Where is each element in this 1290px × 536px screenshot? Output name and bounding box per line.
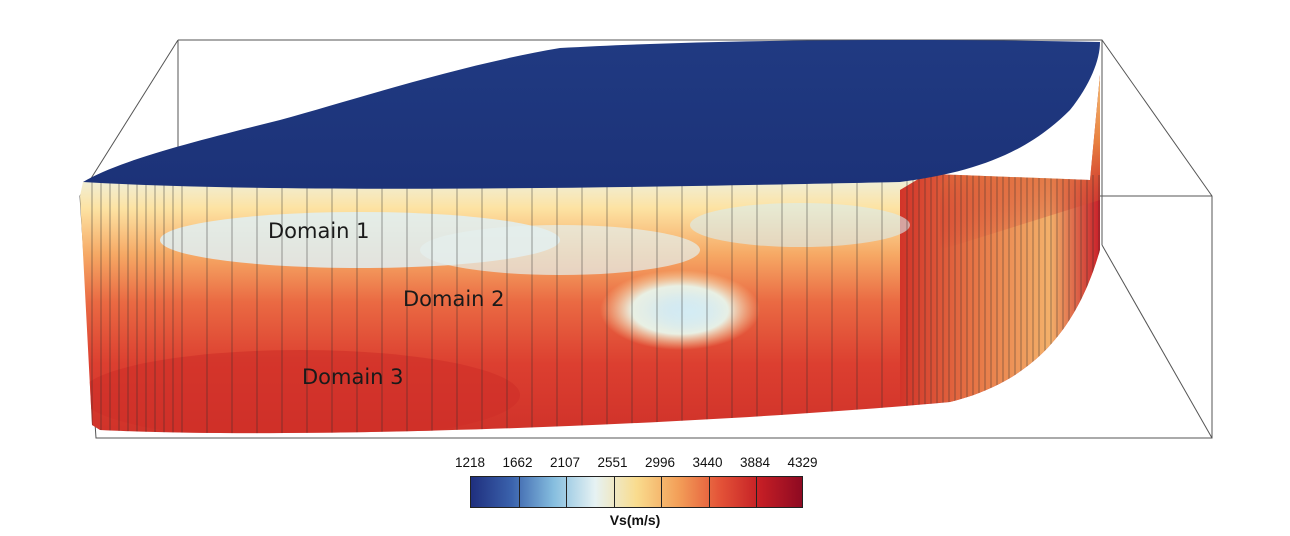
colorbar-legend: 1218 1662 2107 2551 2996 3440 3884 4329 …	[440, 455, 830, 535]
colorbar-title: Vs(m/s)	[609, 512, 661, 528]
colorbar-tick: 4329	[787, 455, 818, 470]
colorbar-tick: 2107	[549, 455, 581, 470]
colorbar-ticks: 1218 1662 2107 2551 2996 3440 3884 4329	[440, 455, 830, 473]
colorbar-tick: 2996	[644, 455, 676, 470]
model-top-surface	[83, 40, 1100, 189]
domain-label-2: Domain 2	[403, 287, 505, 311]
colorbar-tick: 3440	[692, 455, 723, 470]
colorbar-tick: 2551	[597, 455, 628, 470]
colorbar-tick: 1662	[502, 455, 533, 470]
domain-label-1: Domain 1	[268, 219, 370, 243]
velocity-model-3d-view: Domain 1 Domain 2 Domain 3	[79, 39, 1213, 439]
colorbar-tick: 1218	[454, 455, 486, 470]
colorbar	[470, 476, 803, 508]
domain-label-3: Domain 3	[302, 365, 404, 389]
colorbar-tick: 3884	[739, 455, 771, 470]
